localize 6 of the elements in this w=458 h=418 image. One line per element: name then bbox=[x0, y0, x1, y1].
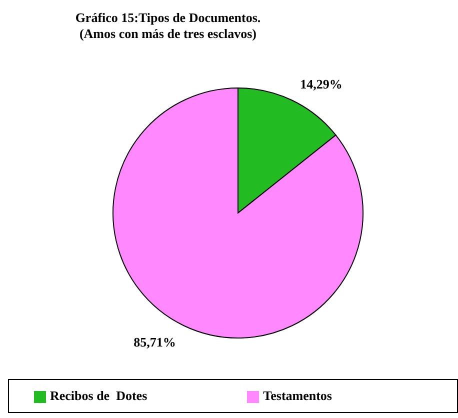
chart-subtitle: (Amos con más de tres esclavos) bbox=[78, 26, 258, 42]
legend-label: Recibos de Dotes bbox=[50, 388, 148, 403]
chart-title: Gráfico 15:Tipos de Documentos. bbox=[74, 10, 262, 26]
legend-label: Testamentos bbox=[263, 388, 332, 403]
data-label: 85,71% bbox=[134, 334, 176, 350]
data-label: 14,29% bbox=[300, 76, 342, 92]
